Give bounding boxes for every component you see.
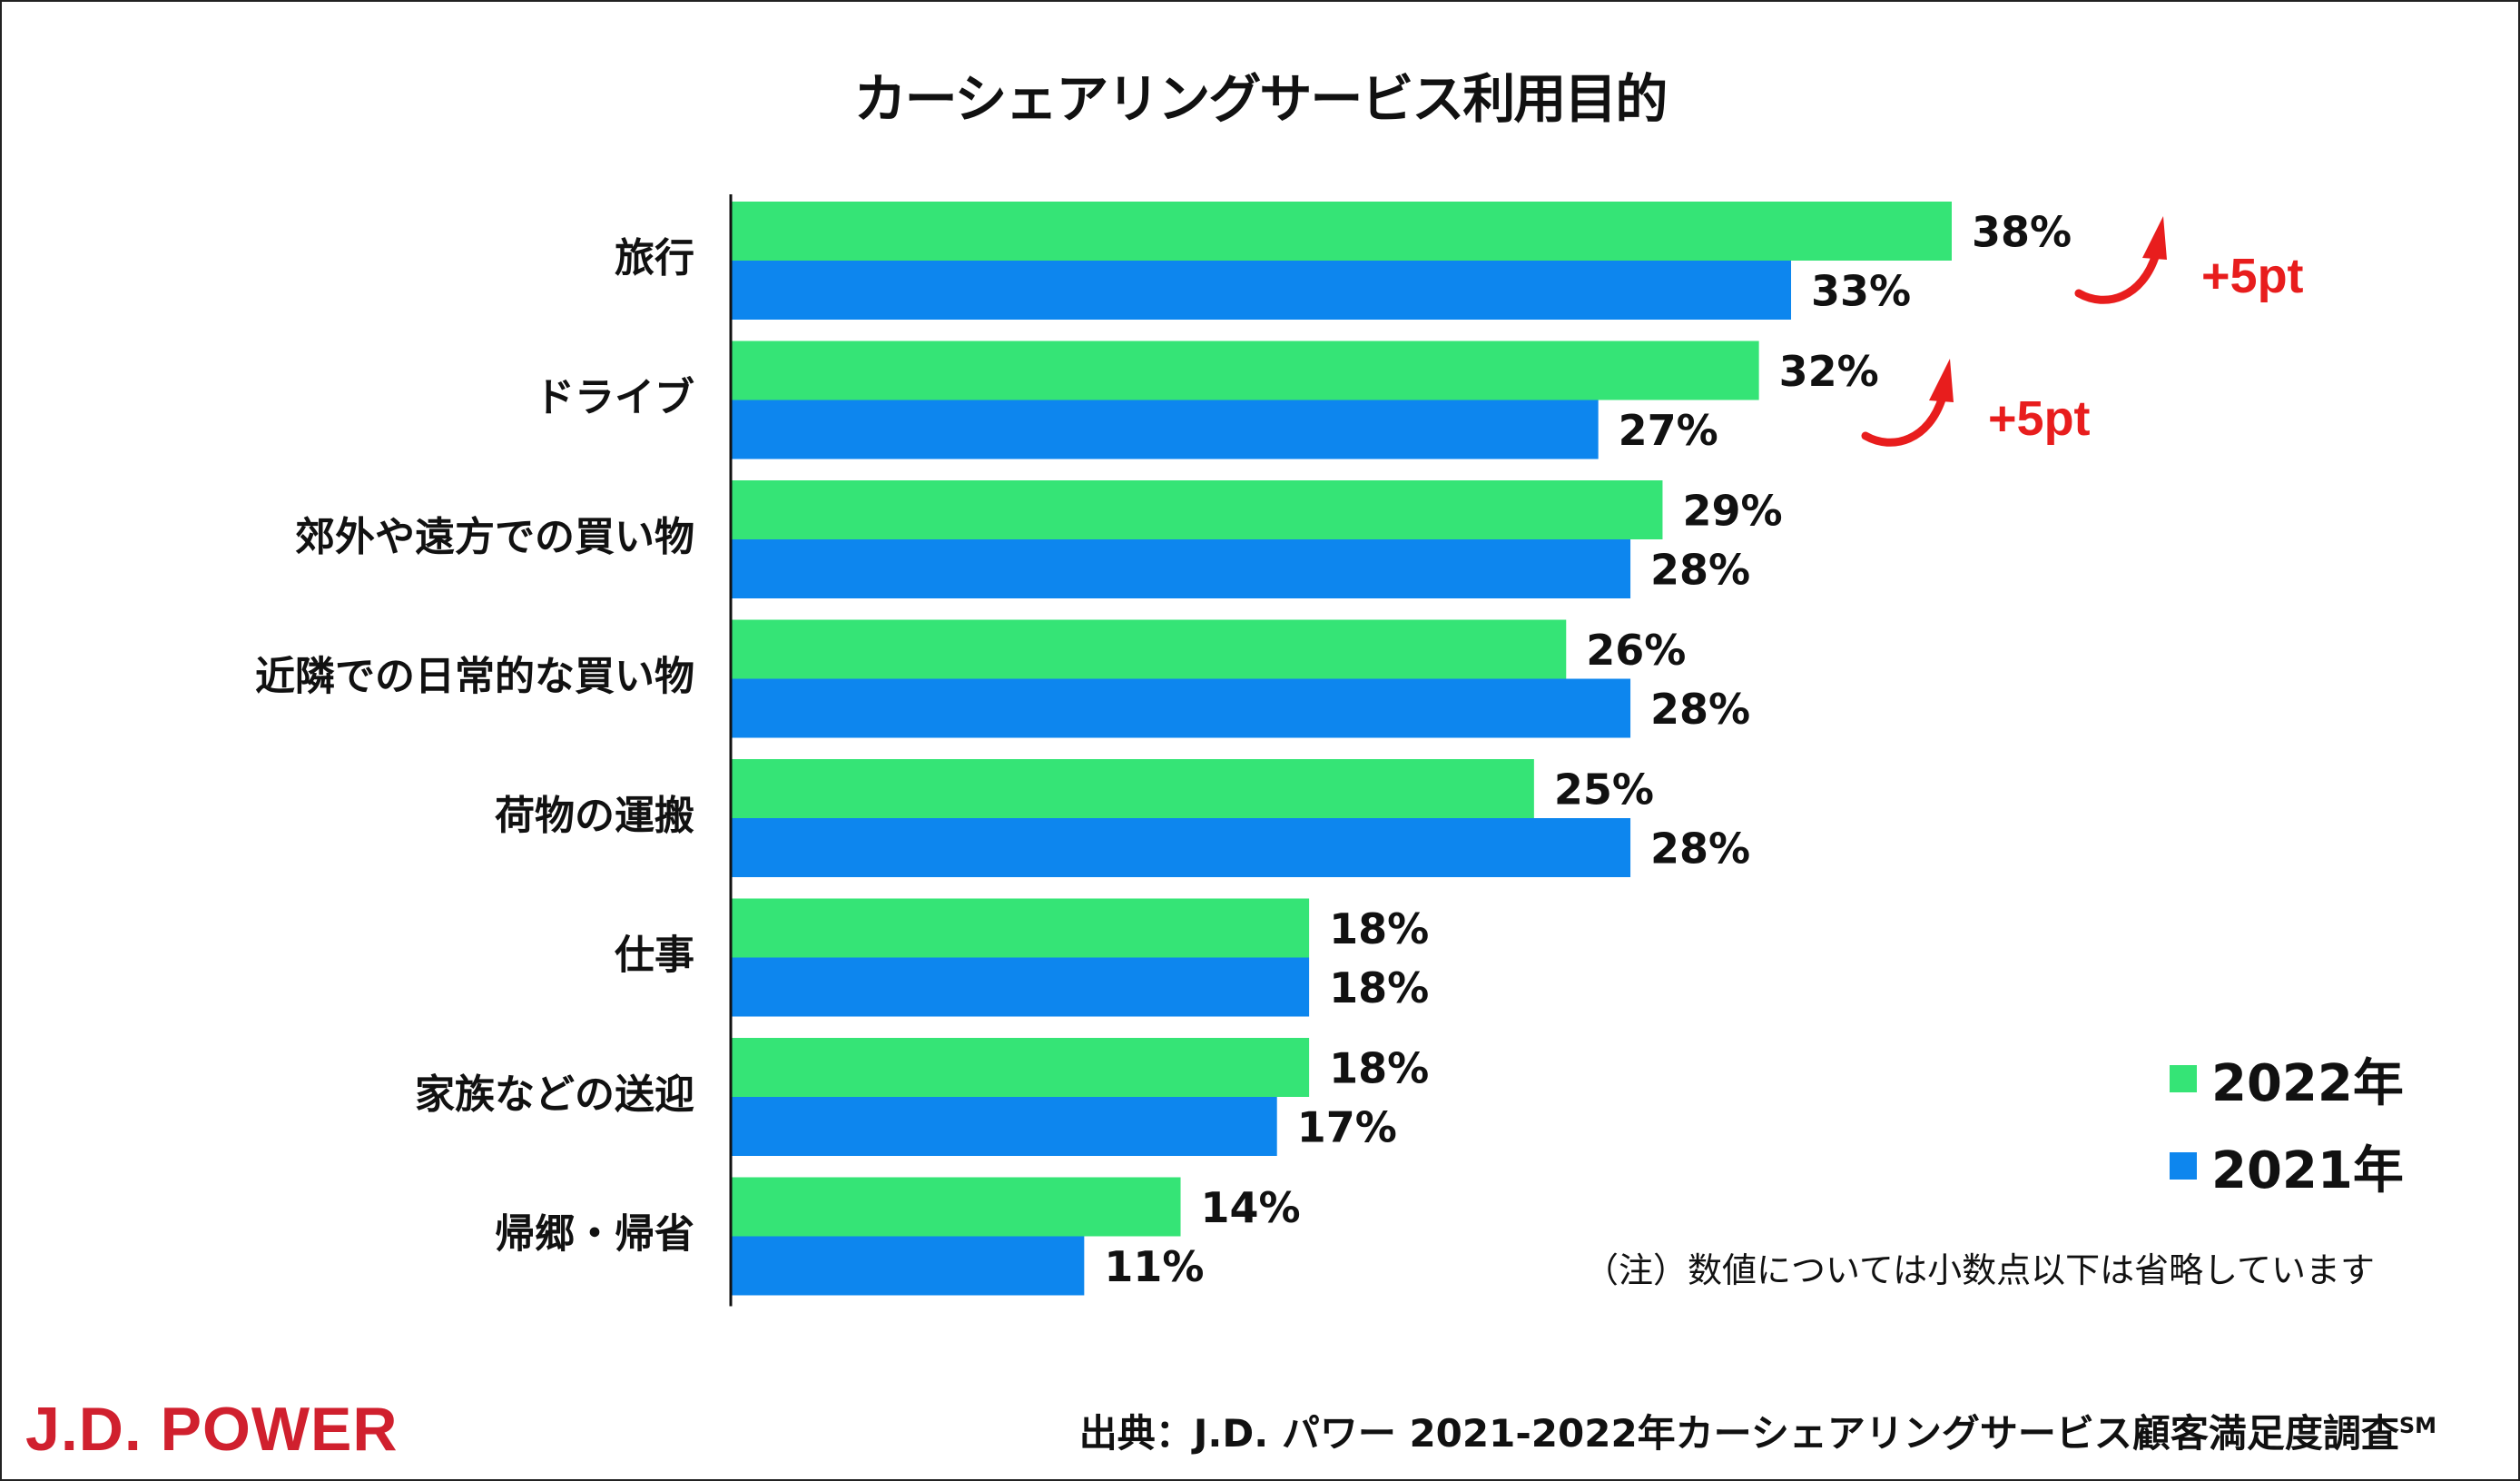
source-text: 出典：J.D. パワー 2021-2022年カーシェアリングサービス顧客満足度調… (1078, 1411, 2399, 1456)
legend-swatch-2021 (2170, 1152, 2197, 1180)
legend: 2022年 2021年 (2170, 1035, 2404, 1209)
bar-2021 (731, 1236, 1085, 1296)
data-label: 32% (1779, 347, 1879, 396)
bar-2022 (731, 898, 1310, 958)
data-label: 14% (1201, 1183, 1301, 1232)
data-label: 28% (1650, 685, 1750, 734)
data-label: 26% (1586, 626, 1686, 675)
bar-2021 (731, 957, 1310, 1017)
source-credit: 出典：J.D. パワー 2021-2022年カーシェアリングサービス顧客満足度調… (1079, 1403, 2436, 1458)
category-label: 郊外や遠方での買い物 (295, 514, 694, 560)
increase-arrow-icon (2074, 216, 2167, 304)
data-label: 18% (1329, 1044, 1429, 1093)
category-label: ドライブ (535, 375, 694, 421)
bar-2022 (731, 341, 1759, 400)
data-label: 17% (1297, 1103, 1397, 1152)
data-label: 27% (1619, 406, 1718, 455)
category-label: 近隣での日常的な買い物 (255, 654, 694, 700)
data-label: 29% (1682, 487, 1782, 536)
bar-2022 (731, 1177, 1181, 1237)
category-label: 旅行 (615, 235, 694, 281)
bar-2021 (731, 539, 1631, 598)
bar-2022 (731, 759, 1534, 818)
bar-2021 (731, 400, 1599, 459)
data-label: 28% (1650, 824, 1750, 874)
legend-swatch-2022 (2170, 1065, 2197, 1092)
data-label: 18% (1329, 963, 1429, 1012)
bar-2022 (731, 202, 1952, 261)
category-label: 家族などの送迎 (415, 1071, 694, 1118)
category-label: 荷物の運搬 (495, 793, 694, 839)
legend-label-2022: 2022年 (2211, 1053, 2404, 1113)
service-mark: SM (2398, 1413, 2436, 1438)
bar-2022 (731, 619, 1567, 679)
data-label: 28% (1650, 546, 1750, 595)
data-label: 25% (1554, 765, 1654, 815)
bar-2021 (731, 678, 1631, 738)
change-annotation: +5pt (2201, 249, 2304, 303)
data-label: 38% (1972, 208, 2072, 257)
category-label: 帰郷・帰省 (495, 1211, 694, 1258)
category-label: 仕事 (615, 933, 694, 979)
legend-label-2021: 2021年 (2211, 1140, 2404, 1200)
increase-arrow-icon (1861, 359, 1954, 447)
data-label: 18% (1329, 904, 1429, 953)
bar-2021 (731, 818, 1631, 877)
legend-item-2021: 2021年 (2170, 1122, 2404, 1209)
data-label: 11% (1104, 1242, 1204, 1291)
data-label: 33% (1811, 267, 1911, 316)
bar-2021 (731, 1097, 1277, 1156)
chart-title: カーシェアリングサービス利用目的 (853, 68, 1669, 130)
change-annotation: +5pt (1988, 391, 2091, 446)
legend-item-2022: 2022年 (2170, 1035, 2404, 1122)
footnote: （注）数値については小数点以下は省略しています (1584, 1250, 2375, 1290)
bar-2022 (731, 480, 1663, 539)
brand-logo: J.D. POWER (25, 1395, 399, 1464)
bar-2021 (731, 261, 1792, 320)
bar-2022 (731, 1038, 1310, 1097)
